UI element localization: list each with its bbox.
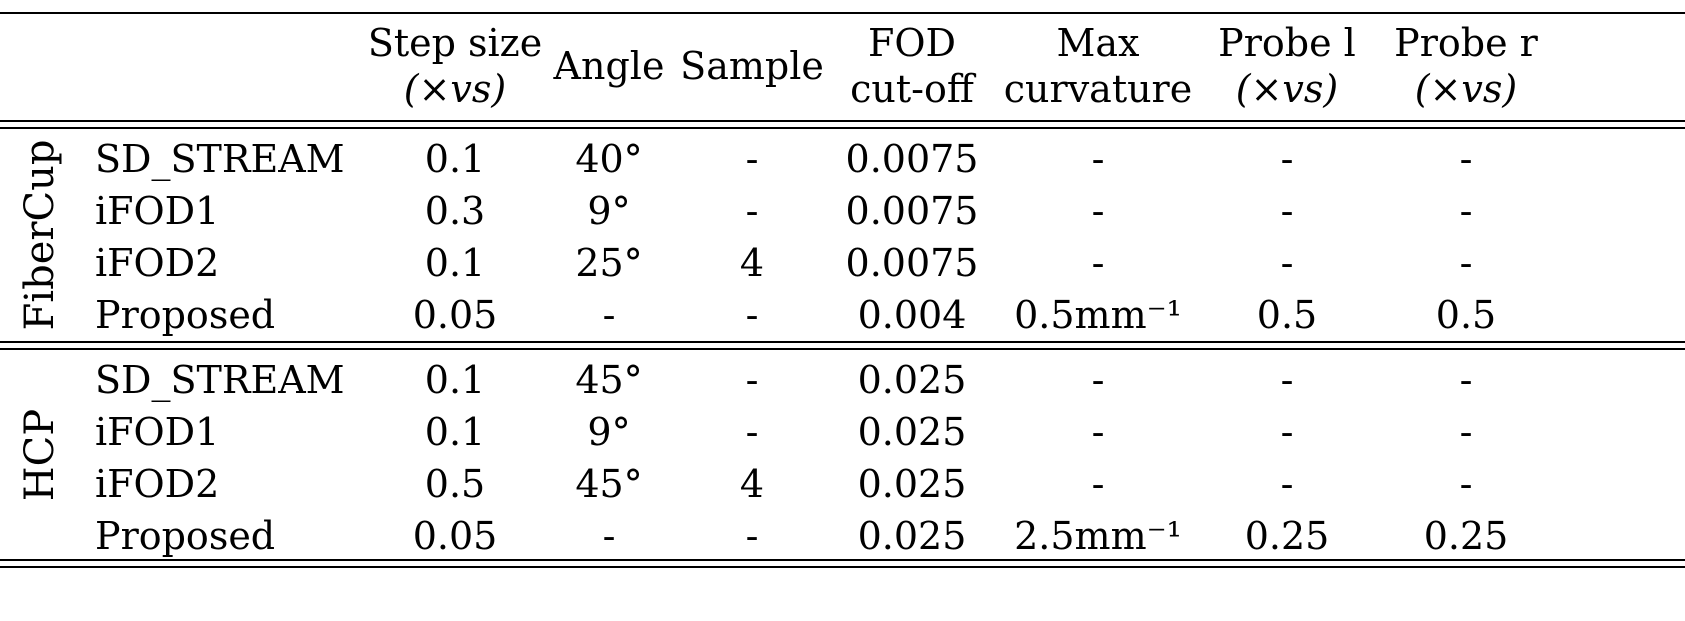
top-rule bbox=[0, 12, 1685, 14]
cell-step-size: 0.05 bbox=[412, 293, 498, 337]
cell-probe-r: - bbox=[1459, 410, 1473, 454]
cell-probe-r: - bbox=[1459, 137, 1473, 181]
cell-method: iFOD2 bbox=[95, 241, 220, 285]
cell-max-curvature: 2.5mm⁻¹ bbox=[1014, 514, 1182, 558]
cell-probe-l: - bbox=[1280, 137, 1294, 181]
cell-probe-r: 0.5 bbox=[1435, 293, 1497, 337]
group-label-hcp: HCP bbox=[17, 408, 63, 502]
cell-fod-cutoff: 0.0075 bbox=[845, 241, 979, 285]
header-sample-label: Sample bbox=[680, 44, 824, 88]
header-fod-line2: cut-off bbox=[850, 67, 974, 111]
cell-fod-cutoff: 0.025 bbox=[857, 514, 967, 558]
cell-probe-r: 0.25 bbox=[1423, 514, 1509, 558]
cell-max-curvature: 0.5mm⁻¹ bbox=[1014, 293, 1182, 337]
cell-fod-cutoff: 0.025 bbox=[857, 358, 967, 402]
cell-probe-l: 0.5 bbox=[1256, 293, 1318, 337]
cell-probe-r: - bbox=[1459, 358, 1473, 402]
cell-fod-cutoff: 0.0075 bbox=[845, 189, 979, 233]
cell-max-curvature: - bbox=[1091, 137, 1105, 181]
header-angle-label: Angle bbox=[553, 44, 665, 88]
cell-method: SD_STREAM bbox=[95, 358, 345, 402]
header-fod-cutoff: FOD cut-off bbox=[850, 20, 974, 112]
cell-sample: - bbox=[745, 358, 759, 402]
header-prober-line1: Probe r bbox=[1394, 21, 1538, 65]
cell-angle: 25° bbox=[575, 241, 643, 285]
cell-max-curvature: - bbox=[1091, 358, 1105, 402]
cell-method: Proposed bbox=[95, 293, 276, 337]
header-probe-r: Probe r (×vs) bbox=[1394, 20, 1538, 112]
cell-fod-cutoff: 0.0075 bbox=[845, 137, 979, 181]
header-angle: Angle bbox=[554, 43, 665, 89]
header-sample: Sample bbox=[680, 43, 824, 89]
header-maxc-line2: curvature bbox=[1003, 67, 1193, 111]
cell-method: iFOD1 bbox=[95, 189, 220, 233]
cell-probe-l: - bbox=[1280, 358, 1294, 402]
header-probe-l: Probe l (×vs) bbox=[1218, 20, 1356, 112]
cell-angle: 40° bbox=[575, 137, 643, 181]
cell-probe-l: - bbox=[1280, 410, 1294, 454]
cell-angle: 9° bbox=[587, 189, 631, 233]
cell-sample: - bbox=[745, 189, 759, 233]
cell-fod-cutoff: 0.025 bbox=[857, 462, 967, 506]
header-step-line1: Step size bbox=[367, 21, 543, 65]
cell-angle: 9° bbox=[587, 410, 631, 454]
cell-method: SD_STREAM bbox=[95, 137, 345, 181]
cell-angle: - bbox=[602, 293, 616, 337]
cell-probe-l: 0.25 bbox=[1244, 514, 1330, 558]
bottom-rule-2 bbox=[0, 566, 1685, 568]
cell-sample: 4 bbox=[739, 241, 765, 285]
cell-sample: - bbox=[745, 410, 759, 454]
cell-max-curvature: - bbox=[1091, 189, 1105, 233]
cell-sample: - bbox=[745, 514, 759, 558]
cell-step-size: 0.1 bbox=[424, 241, 486, 285]
cell-max-curvature: - bbox=[1091, 241, 1105, 285]
cell-probe-l: - bbox=[1280, 241, 1294, 285]
cell-step-size: 0.05 bbox=[412, 514, 498, 558]
cell-angle: 45° bbox=[575, 462, 643, 506]
cell-sample: - bbox=[745, 293, 759, 337]
cell-probe-r: - bbox=[1459, 241, 1473, 285]
cell-sample: 4 bbox=[739, 462, 765, 506]
cell-step-size: 0.5 bbox=[424, 462, 486, 506]
cell-probe-l: - bbox=[1280, 462, 1294, 506]
group-rule-2 bbox=[0, 348, 1685, 350]
cell-probe-l: - bbox=[1280, 189, 1294, 233]
header-probel-line1: Probe l bbox=[1218, 21, 1356, 65]
header-rule-1 bbox=[0, 120, 1685, 122]
cell-probe-r: - bbox=[1459, 462, 1473, 506]
cell-fod-cutoff: 0.004 bbox=[857, 293, 967, 337]
cell-method: iFOD2 bbox=[95, 462, 220, 506]
cell-method: iFOD1 bbox=[95, 410, 220, 454]
cell-step-size: 0.1 bbox=[424, 137, 486, 181]
group-rule-1 bbox=[0, 341, 1685, 343]
group-label-fibercup: FiberCup bbox=[17, 139, 63, 331]
header-maxc-line1: Max bbox=[1056, 21, 1140, 65]
cell-fod-cutoff: 0.025 bbox=[857, 410, 967, 454]
bottom-rule-1 bbox=[0, 559, 1685, 561]
cell-probe-r: - bbox=[1459, 189, 1473, 233]
cell-method: Proposed bbox=[95, 514, 276, 558]
header-step-line2: (×vs) bbox=[403, 67, 507, 111]
cell-angle: - bbox=[602, 514, 616, 558]
cell-max-curvature: - bbox=[1091, 462, 1105, 506]
cell-step-size: 0.3 bbox=[424, 189, 486, 233]
cell-angle: 45° bbox=[575, 358, 643, 402]
cell-step-size: 0.1 bbox=[424, 410, 486, 454]
cell-sample: - bbox=[745, 137, 759, 181]
header-fod-line1: FOD bbox=[868, 21, 956, 65]
cell-step-size: 0.1 bbox=[424, 358, 486, 402]
cell-max-curvature: - bbox=[1091, 410, 1105, 454]
header-max-curvature: Max curvature bbox=[1004, 20, 1192, 112]
header-probel-line2: (×vs) bbox=[1235, 67, 1339, 111]
header-step-size: Step size (×vs) bbox=[368, 20, 542, 112]
header-prober-line2: (×vs) bbox=[1414, 67, 1518, 111]
header-rule-2 bbox=[0, 127, 1685, 129]
